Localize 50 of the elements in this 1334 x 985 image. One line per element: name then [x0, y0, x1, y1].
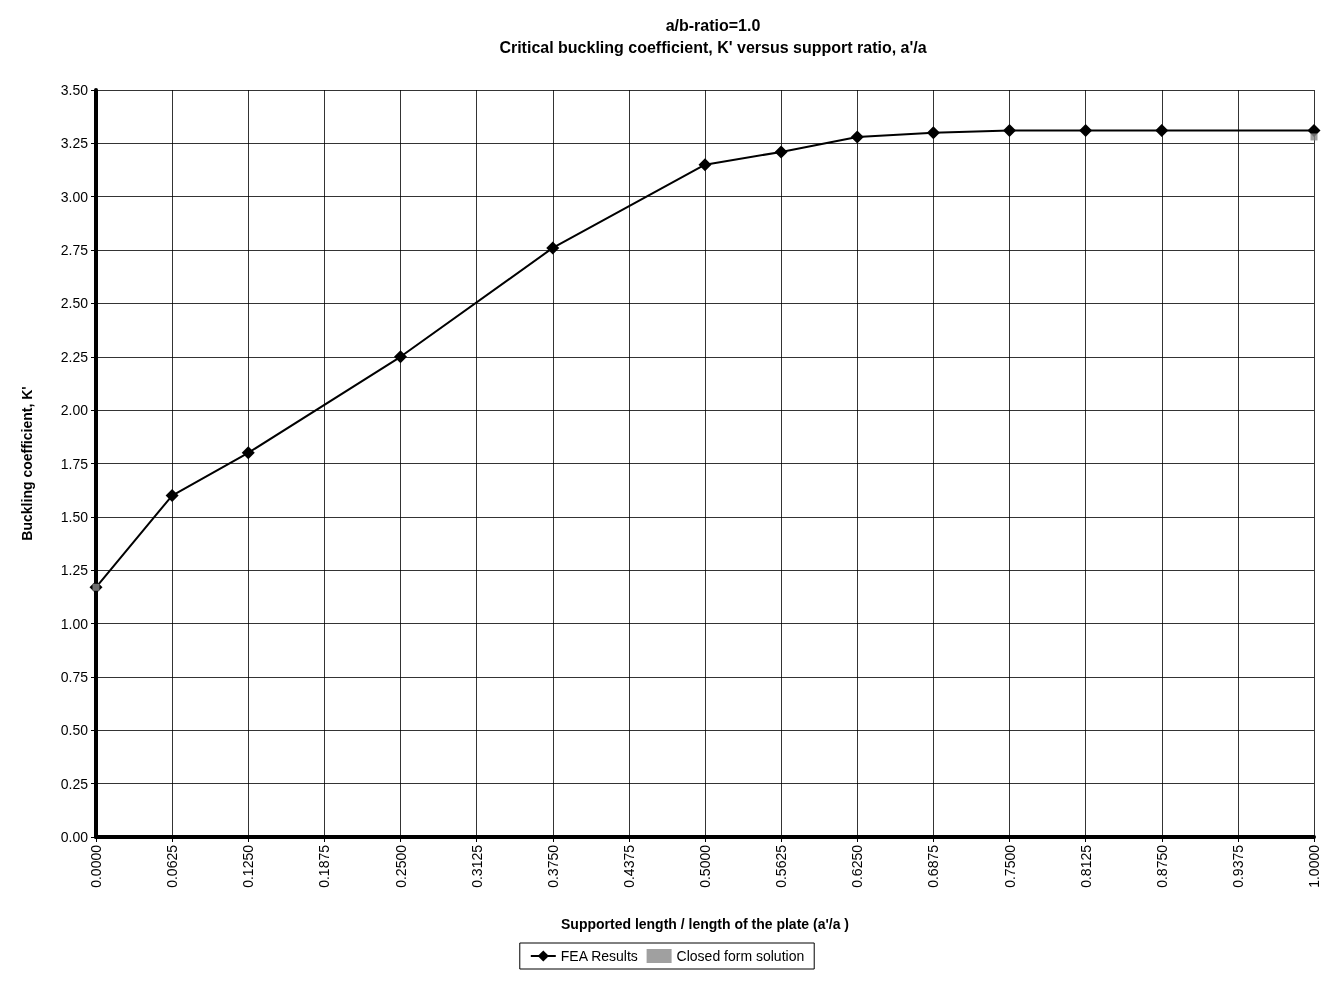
point [394, 350, 407, 364]
chart-title: a/b-ratio=1.0 [665, 16, 761, 34]
point [774, 145, 788, 159]
y-tick-label: 1.25 [60, 562, 89, 579]
x-tick-label: 0.1250 [240, 844, 257, 888]
x-axis-title: Supported length / length of the plate (a'/a ) [561, 916, 849, 932]
y-tick-label: 3.50 [60, 82, 89, 98]
y-tick-label: 1.50 [60, 508, 89, 525]
x-tick-label: 0.5625 [773, 844, 790, 888]
point [241, 446, 255, 460]
legend-label: FEA Results [560, 948, 638, 964]
point [850, 130, 864, 144]
x-tick-label: 0.6250 [849, 844, 866, 888]
x-tick-label: 0.9375 [1229, 844, 1246, 888]
point [1079, 124, 1093, 138]
legend-label: Closed form solution [676, 948, 805, 964]
y-tick-label: 0.75 [60, 668, 89, 685]
x-tick-label: 0.8125 [1077, 844, 1094, 888]
y-tick-label: 2.50 [60, 295, 89, 312]
point [926, 126, 940, 140]
x-tick-label: 0.2500 [392, 844, 409, 888]
y-tick-label: 2.25 [60, 348, 89, 365]
x-tick-label: 0.4375 [620, 844, 637, 888]
x-tick-label: 0.3125 [468, 844, 485, 888]
point [1155, 124, 1169, 138]
chart-subtitle: Critical buckling coefficient, K' versus support ratio, a'/a [499, 38, 927, 56]
y-tick-label: 1.75 [60, 455, 89, 472]
y-tick-label: 3.25 [60, 135, 89, 152]
y-axis-title: Buckling coefficient, K' [19, 386, 35, 541]
x-tick-label: 0.1875 [316, 844, 333, 888]
x-tick-label: 0.0625 [164, 844, 181, 888]
x-tick-label: 0.8750 [1153, 844, 1170, 888]
point [1310, 133, 1318, 141]
x-tick-label: 0.5000 [697, 844, 713, 888]
y-tick-label: 0.25 [60, 775, 89, 792]
x-tick-label: 0.6875 [925, 844, 942, 888]
x-tick-label: 1.0000 [1306, 844, 1322, 888]
x-tick-label: 0.3750 [544, 844, 561, 888]
y-tick-label: 2.75 [60, 242, 89, 259]
y-tick-label: 0.50 [60, 722, 89, 739]
point [546, 241, 560, 255]
x-tick-label: 0.0000 [88, 844, 104, 888]
y-tick-label: 2.00 [60, 402, 89, 419]
y-tick-label: 3.00 [60, 188, 89, 205]
y-tick-label: 1.00 [60, 615, 89, 632]
x-tick-label: 0.7500 [1001, 844, 1018, 888]
point [698, 158, 712, 172]
point [165, 489, 179, 503]
point [1003, 124, 1016, 138]
y-tick-label: 0.00 [60, 829, 89, 845]
